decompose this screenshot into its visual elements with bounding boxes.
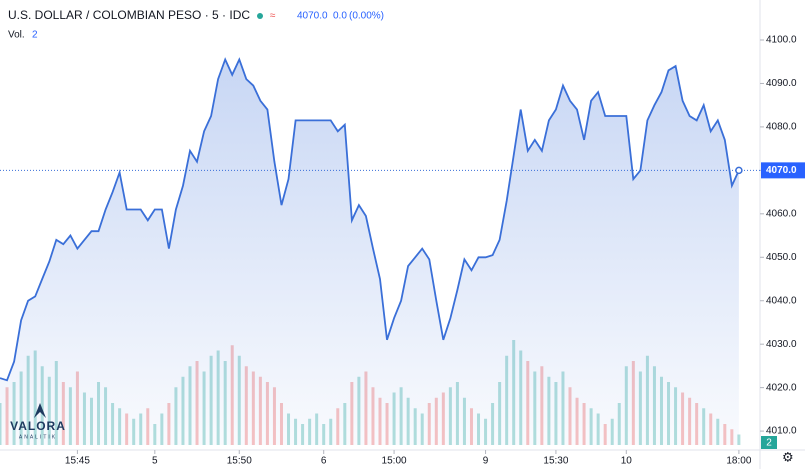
x-tick-label: 10: [621, 456, 633, 467]
status-dot: [257, 13, 263, 19]
volume-label: Vol.: [8, 30, 25, 41]
area-fill: [0, 59, 739, 445]
x-tick-label: 15:50: [227, 456, 252, 467]
y-tick-label: 4080.0: [766, 122, 797, 133]
x-tick-label: 5: [152, 456, 158, 467]
change: 0.0: [333, 11, 347, 22]
last-price-label: 4070.0: [766, 165, 797, 176]
volume-badge-value: 2: [766, 438, 772, 449]
last-price-box: [761, 162, 805, 179]
y-tick-label: 4020.0: [766, 382, 797, 393]
status-icon: ≈: [270, 11, 276, 22]
plot: [0, 57, 741, 445]
watermark-sub: ANALITIK: [19, 434, 57, 440]
y-tick-label: 4010.0: [766, 426, 797, 437]
y-tick-label: 4060.0: [766, 208, 797, 219]
x-tick-label: 15:45: [65, 456, 90, 467]
x-tick-label: 9: [483, 456, 489, 467]
volume-value: 2: [32, 30, 38, 41]
x-tick-label: 15:30: [543, 456, 568, 467]
settings-icon[interactable]: ⚙: [782, 449, 794, 464]
y-tick-label: 4090.0: [766, 78, 797, 89]
y-tick-label: 4040.0: [766, 295, 797, 306]
price: 4070.0: [297, 11, 328, 22]
x-tick-label: 6: [321, 456, 327, 467]
change-pct: (0.00%): [349, 11, 384, 22]
y-tick-label: 4050.0: [766, 252, 797, 263]
watermark: VALORA: [10, 419, 66, 433]
y-tick-label: 4030.0: [766, 339, 797, 350]
volume-badge: [761, 436, 777, 449]
y-tick-label: 4100.0: [766, 35, 797, 46]
price-line: [0, 57, 740, 382]
last-point: [735, 166, 743, 175]
x-tick-label: 18:00: [726, 456, 751, 467]
symbol-title: U.S. DOLLAR / COLOMBIAN PESO · 5 · IDC: [8, 8, 250, 22]
logo-icon: [34, 403, 46, 418]
x-tick-label: 15:00: [382, 456, 407, 467]
